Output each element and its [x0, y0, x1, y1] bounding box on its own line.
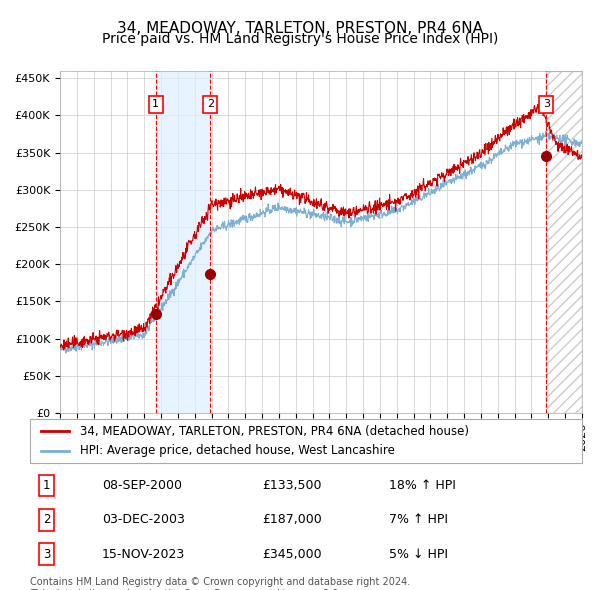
- Text: 08-SEP-2000: 08-SEP-2000: [102, 479, 182, 493]
- Text: 5% ↓ HPI: 5% ↓ HPI: [389, 548, 448, 560]
- Text: 15-NOV-2023: 15-NOV-2023: [102, 548, 185, 560]
- Text: 2: 2: [43, 513, 50, 526]
- Text: Price paid vs. HM Land Registry's House Price Index (HPI): Price paid vs. HM Land Registry's House …: [102, 32, 498, 47]
- Text: 1: 1: [152, 99, 160, 109]
- Text: 3: 3: [543, 99, 550, 109]
- Text: 18% ↑ HPI: 18% ↑ HPI: [389, 479, 455, 493]
- Text: £133,500: £133,500: [262, 479, 322, 493]
- Text: HPI: Average price, detached house, West Lancashire: HPI: Average price, detached house, West…: [80, 444, 395, 457]
- Text: 34, MEADOWAY, TARLETON, PRESTON, PR4 6NA: 34, MEADOWAY, TARLETON, PRESTON, PR4 6NA: [117, 21, 483, 35]
- Text: 3: 3: [43, 548, 50, 560]
- Text: Contains HM Land Registry data © Crown copyright and database right 2024.
This d: Contains HM Land Registry data © Crown c…: [30, 577, 410, 590]
- Text: £187,000: £187,000: [262, 513, 322, 526]
- Text: 1: 1: [43, 479, 50, 493]
- Text: £345,000: £345,000: [262, 548, 322, 560]
- Bar: [156, 71, 210, 413]
- Bar: [547, 71, 582, 413]
- Text: 7% ↑ HPI: 7% ↑ HPI: [389, 513, 448, 526]
- Text: 2: 2: [206, 99, 214, 109]
- Text: 03-DEC-2003: 03-DEC-2003: [102, 513, 185, 526]
- Text: 34, MEADOWAY, TARLETON, PRESTON, PR4 6NA (detached house): 34, MEADOWAY, TARLETON, PRESTON, PR4 6NA…: [80, 425, 469, 438]
